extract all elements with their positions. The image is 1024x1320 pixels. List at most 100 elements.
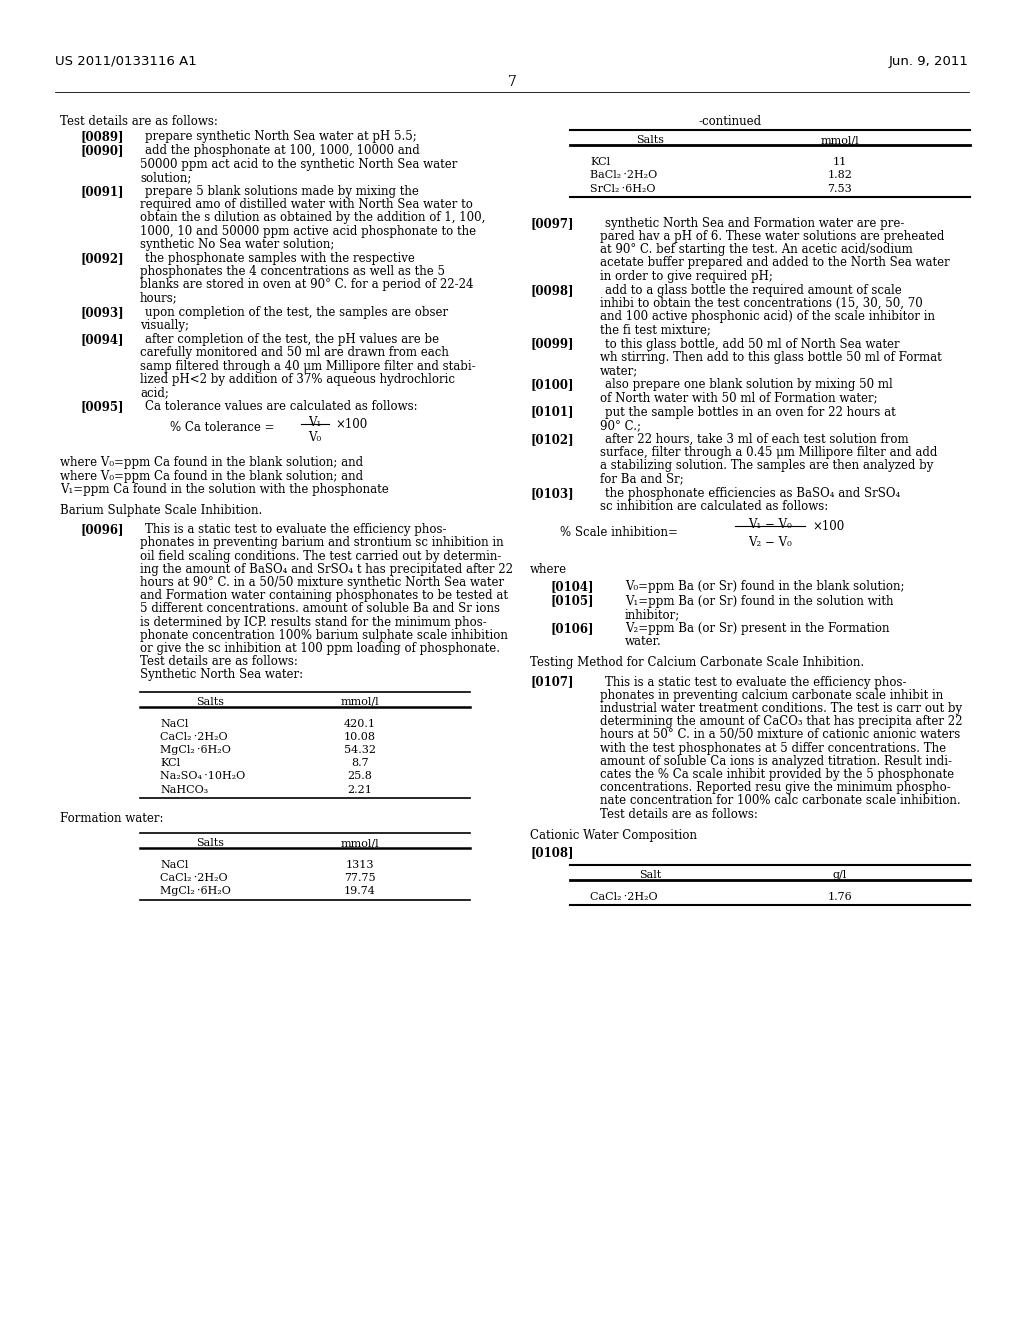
Text: in order to give required pH;: in order to give required pH; [600, 269, 773, 282]
Text: [0102]: [0102] [530, 433, 573, 446]
Text: Synthetic North Sea water:: Synthetic North Sea water: [140, 668, 303, 681]
Text: 50000 ppm act acid to the synthetic North Sea water: 50000 ppm act acid to the synthetic Nort… [140, 157, 458, 170]
Text: hours at 90° C. in a 50/50 mixture synthetic North Sea water: hours at 90° C. in a 50/50 mixture synth… [140, 576, 504, 589]
Text: 5 different concentrations. amount of soluble Ba and Sr ions: 5 different concentrations. amount of so… [140, 602, 500, 615]
Text: required amo of distilled water with North Sea water to: required amo of distilled water with Nor… [140, 198, 473, 211]
Text: samp filtered through a 40 μm Millipore filter and stabi-: samp filtered through a 40 μm Millipore … [140, 359, 475, 372]
Text: [0106]: [0106] [550, 622, 594, 635]
Text: 1.82: 1.82 [827, 170, 852, 181]
Text: pared hav a pH of 6. These water solutions are preheated: pared hav a pH of 6. These water solutio… [600, 230, 944, 243]
Text: add to a glass bottle the required amount of scale: add to a glass bottle the required amoun… [605, 284, 902, 297]
Text: Na₂SO₄ ·10H₂O: Na₂SO₄ ·10H₂O [160, 771, 246, 781]
Text: V₁=ppm Ba (or Sr) found in the solution with: V₁=ppm Ba (or Sr) found in the solution … [625, 594, 894, 607]
Text: 8.7: 8.7 [351, 758, 369, 768]
Text: -continued: -continued [698, 115, 762, 128]
Text: water;: water; [600, 364, 638, 378]
Text: prepare synthetic North Sea water at pH 5.5;: prepare synthetic North Sea water at pH … [145, 131, 417, 143]
Text: surface, filter through a 0.45 μm Millipore filter and add: surface, filter through a 0.45 μm Millip… [600, 446, 937, 459]
Text: amount of soluble Ca ions is analyzed titration. Result indi-: amount of soluble Ca ions is analyzed ti… [600, 755, 952, 768]
Text: inhibi to obtain the test concentrations (15, 30, 50, 70: inhibi to obtain the test concentrations… [600, 297, 923, 310]
Text: V₁=ppm Ca found in the solution with the phosphonate: V₁=ppm Ca found in the solution with the… [60, 483, 389, 496]
Text: and 100 active phosphonic acid) of the scale inhibitor in: and 100 active phosphonic acid) of the s… [600, 310, 935, 323]
Text: Jun. 9, 2011: Jun. 9, 2011 [889, 55, 969, 69]
Text: [0107]: [0107] [530, 676, 573, 689]
Text: solution;: solution; [140, 170, 191, 183]
Text: Salt: Salt [639, 870, 662, 880]
Text: KCl: KCl [160, 758, 180, 768]
Text: where V₀=ppm Ca found in the blank solution; and: where V₀=ppm Ca found in the blank solut… [60, 457, 364, 470]
Text: This is a static test to evaluate the efficiency phos-: This is a static test to evaluate the ef… [145, 523, 446, 536]
Text: BaCl₂ ·2H₂O: BaCl₂ ·2H₂O [590, 170, 657, 181]
Text: for Ba and Sr;: for Ba and Sr; [600, 473, 684, 486]
Text: [0103]: [0103] [530, 487, 573, 500]
Text: blanks are stored in oven at 90° C. for a period of 22-24: blanks are stored in oven at 90° C. for … [140, 279, 473, 292]
Text: SrCl₂ ·6H₂O: SrCl₂ ·6H₂O [590, 183, 655, 194]
Text: mmol/l: mmol/l [820, 135, 859, 145]
Text: 54.32: 54.32 [344, 744, 376, 755]
Text: NaCl: NaCl [160, 861, 188, 870]
Text: V₁: V₁ [308, 416, 322, 429]
Text: cates the % Ca scale inhibit provided by the 5 phosphonate: cates the % Ca scale inhibit provided by… [600, 768, 954, 781]
Text: [0108]: [0108] [530, 846, 573, 859]
Text: Barium Sulphate Scale Inhibition.: Barium Sulphate Scale Inhibition. [60, 504, 262, 517]
Text: [0091]: [0091] [80, 185, 124, 198]
Text: phonates in preventing barium and strontium sc inhibition in: phonates in preventing barium and stront… [140, 536, 504, 549]
Text: phosphonates the 4 concentrations as well as the 5: phosphonates the 4 concentrations as wel… [140, 265, 445, 279]
Text: ing the amount of BaSO₄ and SrSO₄ t has precipitated after 22: ing the amount of BaSO₄ and SrSO₄ t has … [140, 562, 513, 576]
Text: [0096]: [0096] [80, 523, 124, 536]
Text: NaCl: NaCl [160, 718, 188, 729]
Text: Testing Method for Calcium Carbonate Scale Inhibition.: Testing Method for Calcium Carbonate Sca… [530, 656, 864, 669]
Text: carefully monitored and 50 ml are drawn from each: carefully monitored and 50 ml are drawn … [140, 346, 449, 359]
Text: % Scale inhibition=: % Scale inhibition= [560, 527, 678, 539]
Text: [0093]: [0093] [80, 306, 124, 319]
Text: prepare 5 blank solutions made by mixing the: prepare 5 blank solutions made by mixing… [145, 185, 419, 198]
Text: at 90° C. bef starting the test. An acetic acid/sodium: at 90° C. bef starting the test. An acet… [600, 243, 912, 256]
Text: CaCl₂ ·2H₂O: CaCl₂ ·2H₂O [590, 892, 657, 902]
Text: the fi test mixture;: the fi test mixture; [600, 323, 711, 337]
Text: the phosphonate samples with the respective: the phosphonate samples with the respect… [145, 252, 415, 265]
Text: phonates in preventing calcium carbonate scale inhibit in: phonates in preventing calcium carbonate… [600, 689, 943, 702]
Text: also prepare one blank solution by mixing 50 ml: also prepare one blank solution by mixin… [605, 379, 893, 391]
Text: [0089]: [0089] [80, 131, 124, 143]
Text: 7.53: 7.53 [827, 183, 852, 194]
Text: where: where [530, 564, 567, 577]
Text: 1000, 10 and 50000 ppm active acid phosphonate to the: 1000, 10 and 50000 ppm active acid phosp… [140, 224, 476, 238]
Text: Salts: Salts [196, 838, 224, 847]
Text: determining the amount of CaCO₃ that has precipita after 22: determining the amount of CaCO₃ that has… [600, 715, 963, 729]
Text: % Ca tolerance =: % Ca tolerance = [170, 421, 274, 434]
Text: a stabilizing solution. The samples are then analyzed by: a stabilizing solution. The samples are … [600, 459, 933, 473]
Text: visually;: visually; [140, 319, 189, 333]
Text: is determined by ICP. results stand for the minimum phos-: is determined by ICP. results stand for … [140, 615, 486, 628]
Text: and Formation water containing phosphonates to be tested at: and Formation water containing phosphona… [140, 589, 508, 602]
Text: mmol/l: mmol/l [341, 838, 379, 847]
Text: add the phosphonate at 100, 1000, 10000 and: add the phosphonate at 100, 1000, 10000 … [145, 144, 420, 157]
Text: nate concentration for 100% calc carbonate scale inhibition.: nate concentration for 100% calc carbona… [600, 795, 961, 808]
Text: [0104]: [0104] [550, 581, 594, 594]
Text: or give the sc inhibition at 100 ppm loading of phosphonate.: or give the sc inhibition at 100 ppm loa… [140, 642, 500, 655]
Text: the phosphonate efficiencies as BaSO₄ and SrSO₄: the phosphonate efficiencies as BaSO₄ an… [605, 487, 900, 500]
Text: synthetic North Sea and Formation water are pre-: synthetic North Sea and Formation water … [605, 216, 904, 230]
Text: oil field scaling conditions. The test carried out by determin-: oil field scaling conditions. The test c… [140, 549, 502, 562]
Text: V₀: V₀ [308, 432, 322, 445]
Text: industrial water treatment conditions. The test is carr out by: industrial water treatment conditions. T… [600, 702, 963, 715]
Text: after completion of the test, the pH values are be: after completion of the test, the pH val… [145, 333, 439, 346]
Text: 2.21: 2.21 [347, 784, 373, 795]
Text: 11: 11 [833, 157, 847, 168]
Text: water.: water. [625, 635, 662, 648]
Text: 25.8: 25.8 [347, 771, 373, 781]
Text: where V₀=ppm Ca found in the blank solution; and: where V₀=ppm Ca found in the blank solut… [60, 470, 364, 483]
Text: to this glass bottle, add 50 ml of North Sea water: to this glass bottle, add 50 ml of North… [605, 338, 900, 351]
Text: [0090]: [0090] [80, 144, 124, 157]
Text: hours;: hours; [140, 292, 178, 305]
Text: [0095]: [0095] [80, 400, 124, 413]
Text: [0097]: [0097] [530, 216, 573, 230]
Text: MgCl₂ ·6H₂O: MgCl₂ ·6H₂O [160, 887, 230, 896]
Text: with the test phosphonates at 5 differ concentrations. The: with the test phosphonates at 5 differ c… [600, 742, 946, 755]
Text: lized pH<2 by addition of 37% aqueous hydrochloric: lized pH<2 by addition of 37% aqueous hy… [140, 372, 455, 385]
Text: g/l: g/l [833, 870, 847, 880]
Text: 77.75: 77.75 [344, 874, 376, 883]
Text: MgCl₂ ·6H₂O: MgCl₂ ·6H₂O [160, 744, 230, 755]
Text: 19.74: 19.74 [344, 887, 376, 896]
Text: of North water with 50 ml of Formation water;: of North water with 50 ml of Formation w… [600, 392, 878, 404]
Text: V₁ − V₀: V₁ − V₀ [749, 519, 792, 531]
